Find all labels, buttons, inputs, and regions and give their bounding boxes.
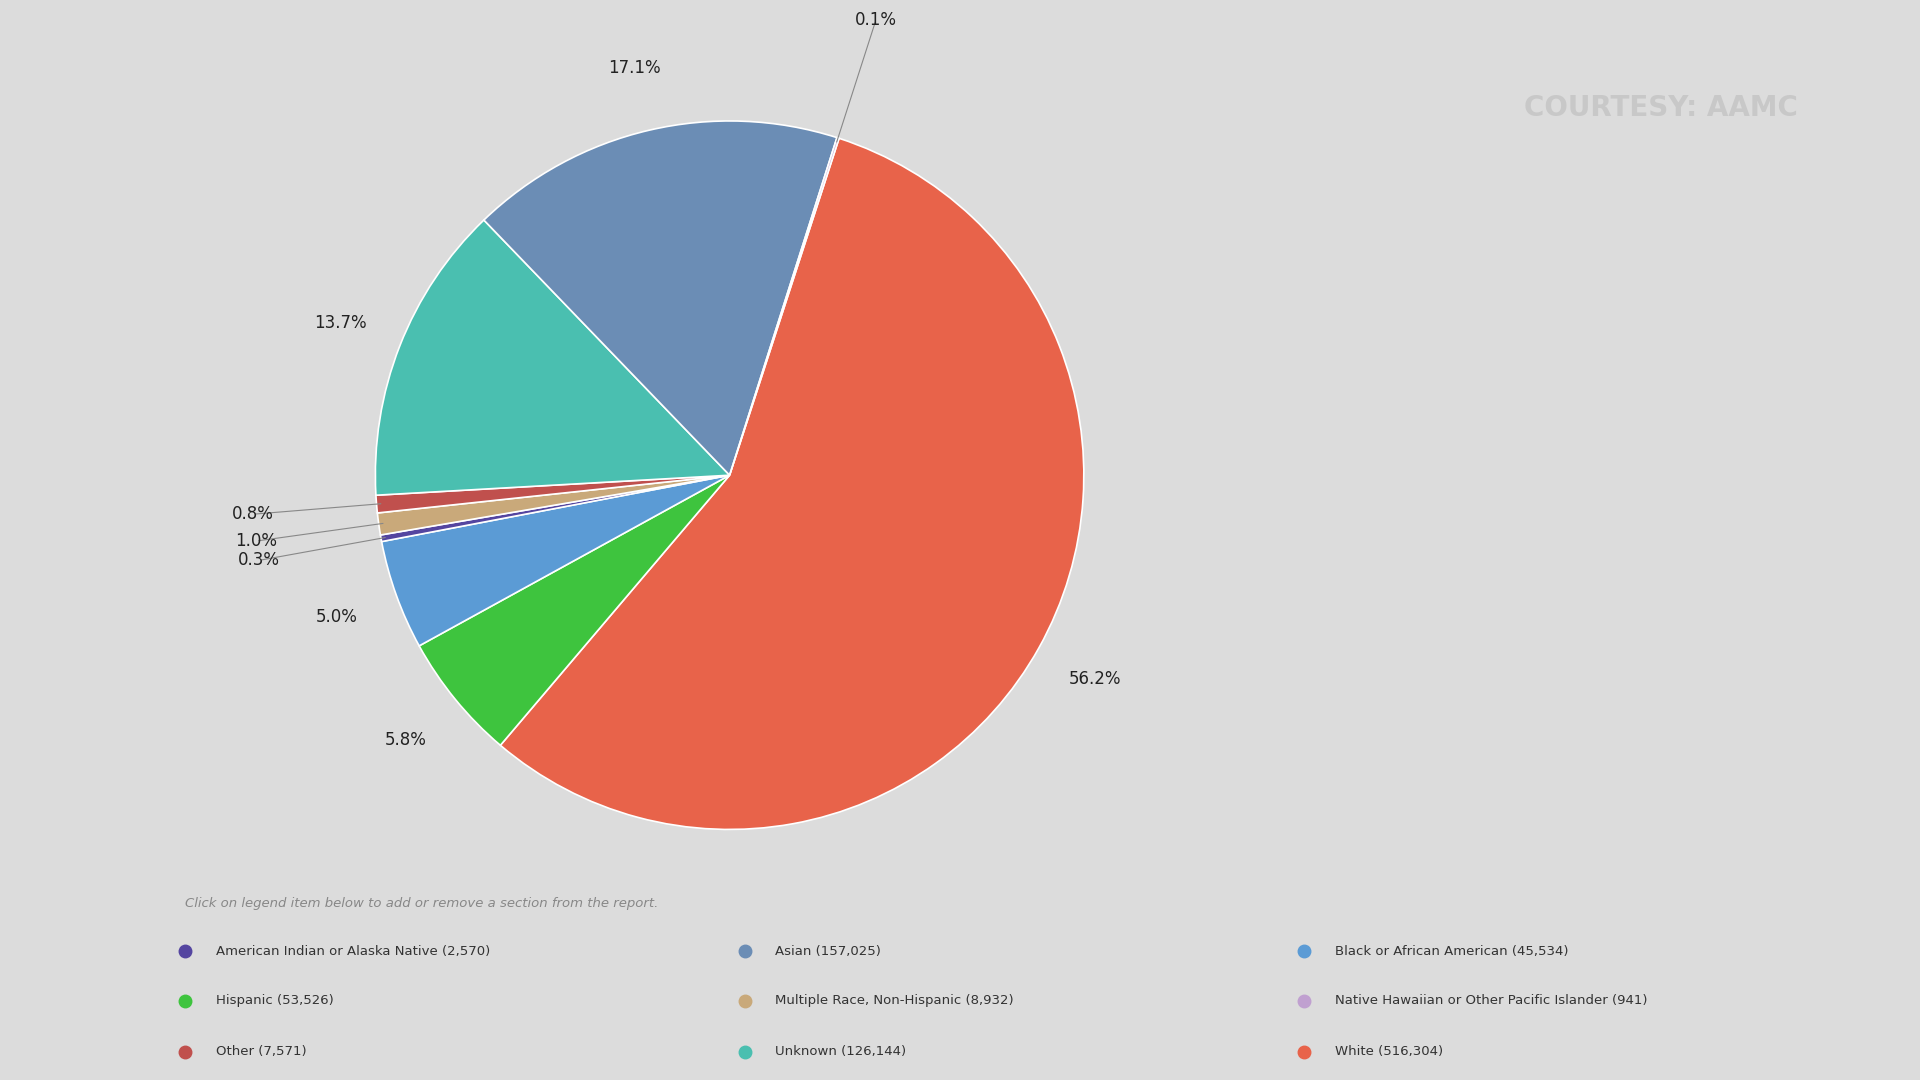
Text: 0.1%: 0.1%	[854, 11, 897, 29]
Text: COURTESY: AAMC: COURTESY: AAMC	[1524, 94, 1797, 122]
Text: Asian (157,025): Asian (157,025)	[776, 945, 881, 958]
Text: 13.7%: 13.7%	[315, 313, 367, 332]
Wedge shape	[501, 138, 1083, 829]
Text: Black or African American (45,534): Black or African American (45,534)	[1334, 945, 1569, 958]
Text: Click on legend item below to add or remove a section from the report.: Click on legend item below to add or rem…	[184, 896, 659, 909]
Text: 5.0%: 5.0%	[315, 608, 357, 625]
Wedge shape	[378, 475, 730, 535]
Wedge shape	[382, 475, 730, 646]
Text: Native Hawaiian or Other Pacific Islander (941): Native Hawaiian or Other Pacific Islande…	[1334, 994, 1647, 1008]
Wedge shape	[376, 220, 730, 496]
Wedge shape	[484, 121, 837, 475]
Text: 0.8%: 0.8%	[232, 505, 275, 523]
Text: 17.1%: 17.1%	[609, 59, 660, 77]
Text: 1.0%: 1.0%	[234, 532, 276, 550]
Text: Hispanic (53,526): Hispanic (53,526)	[215, 994, 334, 1008]
Wedge shape	[419, 475, 730, 745]
Text: Multiple Race, Non-Hispanic (8,932): Multiple Race, Non-Hispanic (8,932)	[776, 994, 1014, 1008]
Text: White (516,304): White (516,304)	[1334, 1045, 1442, 1058]
Wedge shape	[380, 475, 730, 541]
Wedge shape	[376, 475, 730, 513]
Text: Other (7,571): Other (7,571)	[215, 1045, 307, 1058]
Text: 56.2%: 56.2%	[1068, 670, 1121, 688]
Wedge shape	[730, 137, 839, 475]
Text: 5.8%: 5.8%	[384, 730, 426, 748]
Text: Unknown (126,144): Unknown (126,144)	[776, 1045, 906, 1058]
Text: 0.3%: 0.3%	[238, 552, 280, 569]
Text: American Indian or Alaska Native (2,570): American Indian or Alaska Native (2,570)	[215, 945, 490, 958]
